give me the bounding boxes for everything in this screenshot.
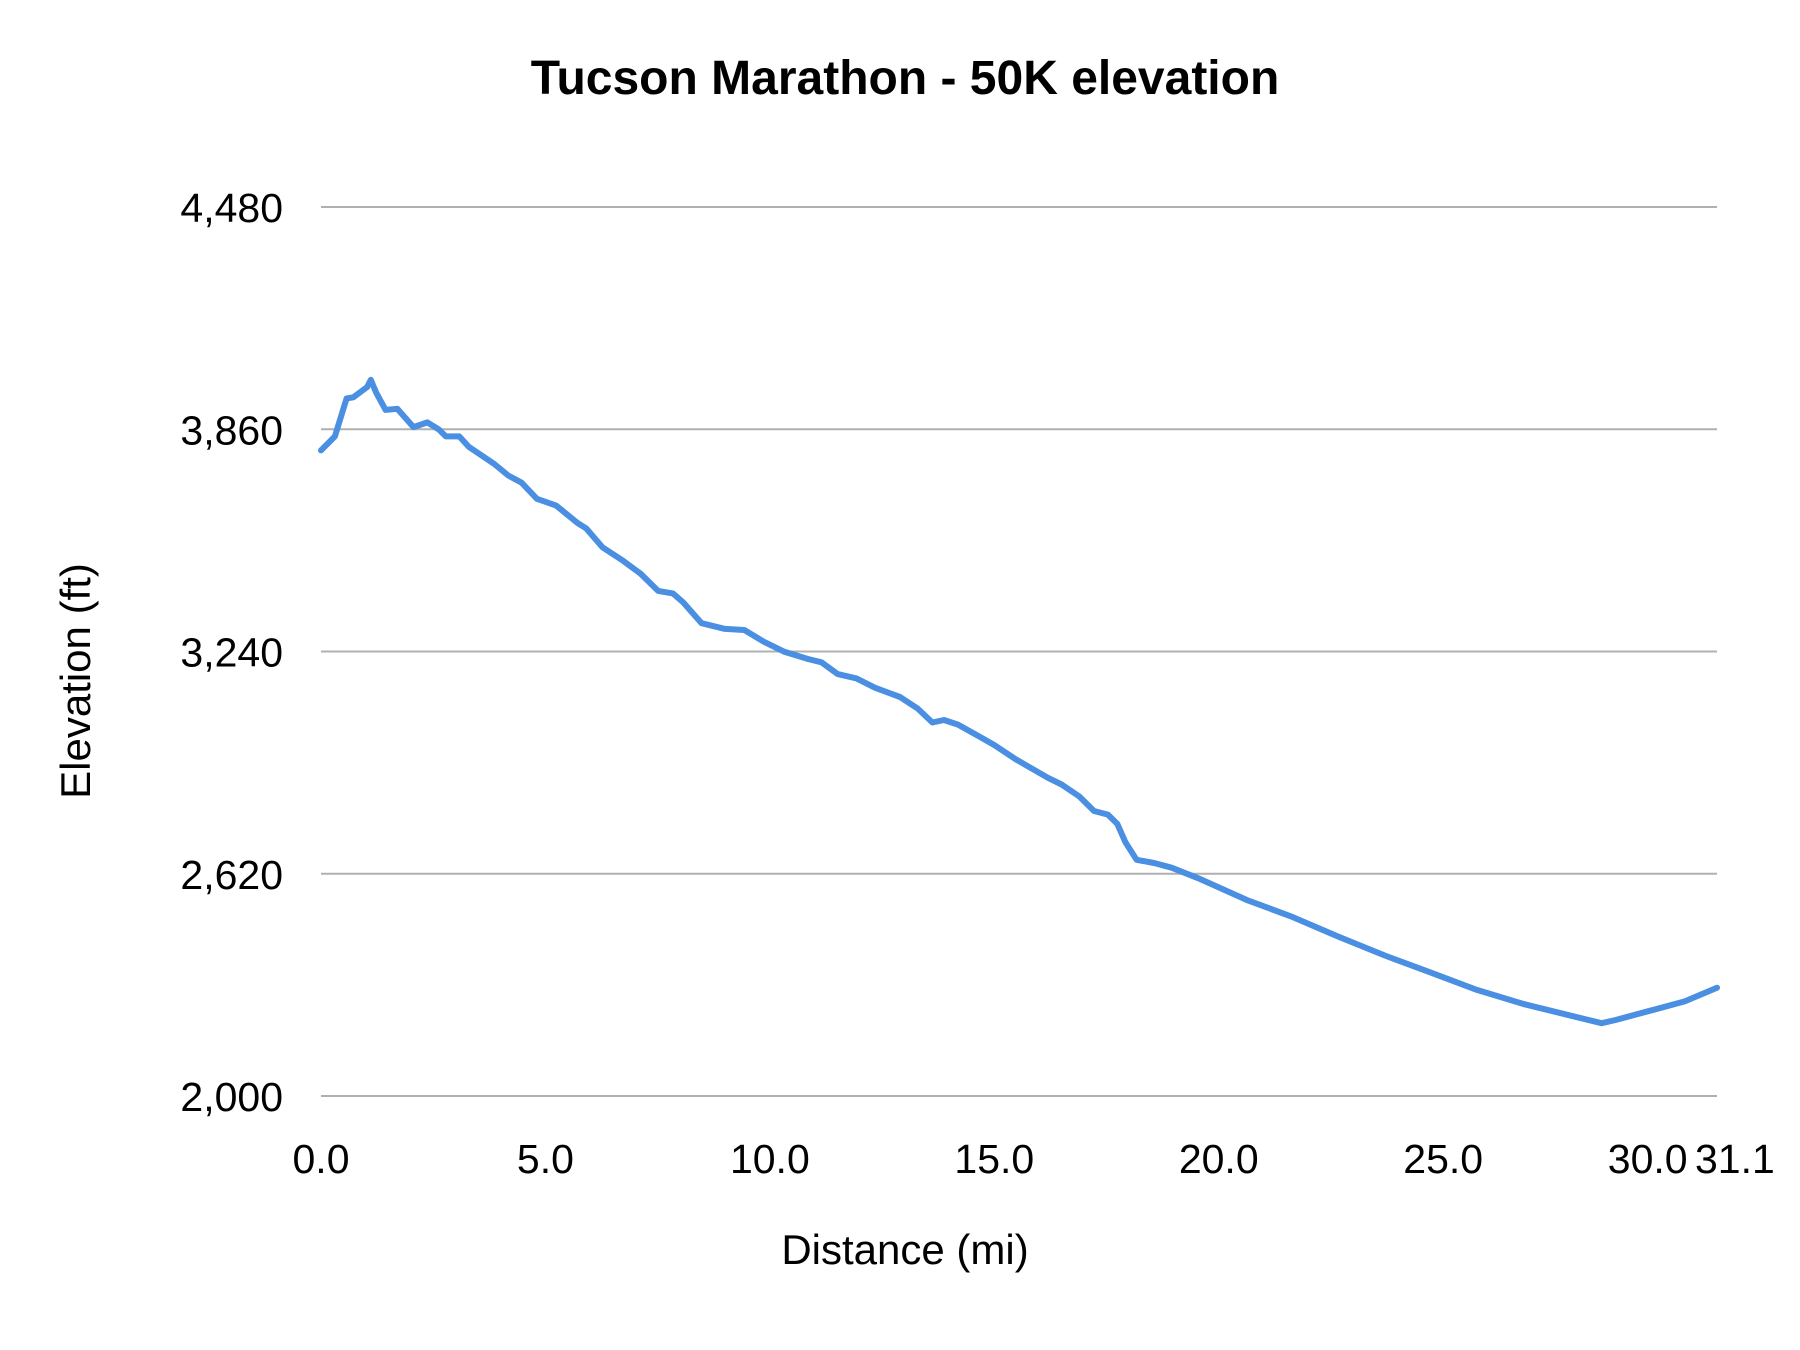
y-axis-title: Elevation (ft) [52,563,99,799]
gridlines [321,206,1717,1097]
x-axis-title: Distance (mi) [781,1226,1028,1273]
y-tick-labels: 2,000 2,620 3,240 3,860 4,480 [180,185,283,1120]
x-tick-label: 31.1 [1695,1136,1775,1182]
y-tick-label: 2,000 [180,1074,283,1120]
y-tick-label: 4,480 [180,185,283,231]
x-tick-label: 30.0 [1608,1136,1688,1182]
x-tick-label: 25.0 [1403,1136,1483,1182]
x-tick-label: 15.0 [954,1136,1034,1182]
y-tick-label: 3,860 [180,407,283,453]
y-tick-label: 3,240 [180,630,283,676]
x-tick-label: 10.0 [730,1136,810,1182]
elevation-series-line [318,376,1720,1027]
y-tick-label: 2,620 [180,852,283,898]
x-tick-label: 0.0 [293,1136,350,1182]
x-tick-labels: 0.0 5.0 10.0 15.0 20.0 25.0 30.0 31.1 [293,1136,1775,1182]
x-tick-label: 20.0 [1179,1136,1259,1182]
chart-title: Tucson Marathon - 50K elevation [531,52,1280,105]
x-tick-label: 5.0 [517,1136,574,1182]
